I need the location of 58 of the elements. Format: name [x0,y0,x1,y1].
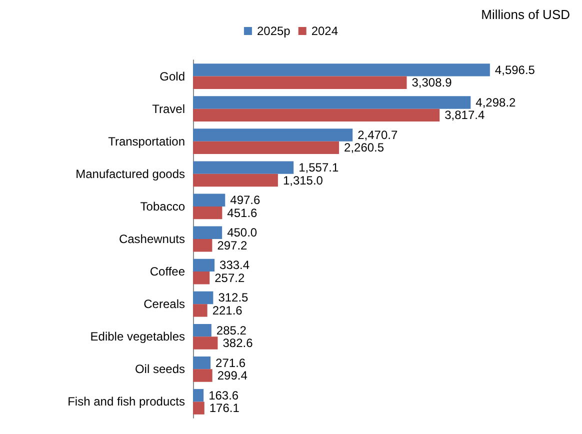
data-label: 4,596.5 [494,62,536,77]
bar [193,161,294,174]
data-label: 221.6 [212,303,243,318]
bar [193,336,218,350]
bar [193,389,204,402]
legend-label: 2024 [311,24,338,38]
legend-label: 2025p [256,24,291,38]
data-label: 257.2 [214,270,245,285]
data-label: 163.6 [208,388,239,402]
data-label: 1,315.0 [282,173,324,188]
data-label: 3,308.9 [412,76,452,90]
bar [193,258,215,272]
data-label: 451.6 [227,206,258,220]
bar [193,324,212,337]
y-tick-label: Travel [152,102,185,116]
data-label: 333.4 [220,258,250,272]
bar [193,369,212,382]
data-label: 497.6 [230,193,260,208]
data-label: 297.2 [217,238,248,252]
data-label: 285.2 [216,323,247,338]
y-tick-label: Oil seeds [134,362,185,376]
bar [193,356,211,370]
bar [193,96,471,109]
y-tick-label: Fish and fish products [68,394,185,409]
bar [193,76,407,89]
data-label: 382.6 [222,336,254,350]
bar [193,64,490,76]
text: Millions of USD [481,7,570,22]
bar [193,141,340,154]
data-label: 299.4 [217,368,248,383]
data-label: 312.5 [218,290,249,305]
data-label: 271.6 [216,356,246,370]
bar [193,291,214,304]
data-label: 2,260.5 [344,140,384,155]
y-tick-label: Tobacco [140,199,186,214]
bar [193,402,204,414]
data-label: 1,557.1 [298,160,339,175]
data-label: 4,298.2 [476,95,516,110]
bar [193,304,208,317]
bar [193,206,222,220]
bar [193,174,278,187]
bar [193,108,440,122]
data-label: 176.1 [209,401,240,416]
y-tick-label: Manufactured goods [76,166,185,181]
bar [193,194,226,206]
y-tick-label: Coffee [150,264,186,279]
y-tick-label: Cereals [144,297,185,312]
y-tick-label: Cashewnuts [118,232,185,246]
data-label: 3,817.4 [444,108,485,122]
bar [193,272,210,284]
y-tick-label: Gold [160,69,185,84]
y-tick-label: Transportation [108,134,185,148]
bar [193,226,222,239]
bar [193,239,212,252]
data-label: 2,470.7 [358,128,398,142]
data-label: 450.0 [227,226,258,240]
bar [193,128,353,142]
y-tick-label: Edible vegetables [90,330,185,344]
